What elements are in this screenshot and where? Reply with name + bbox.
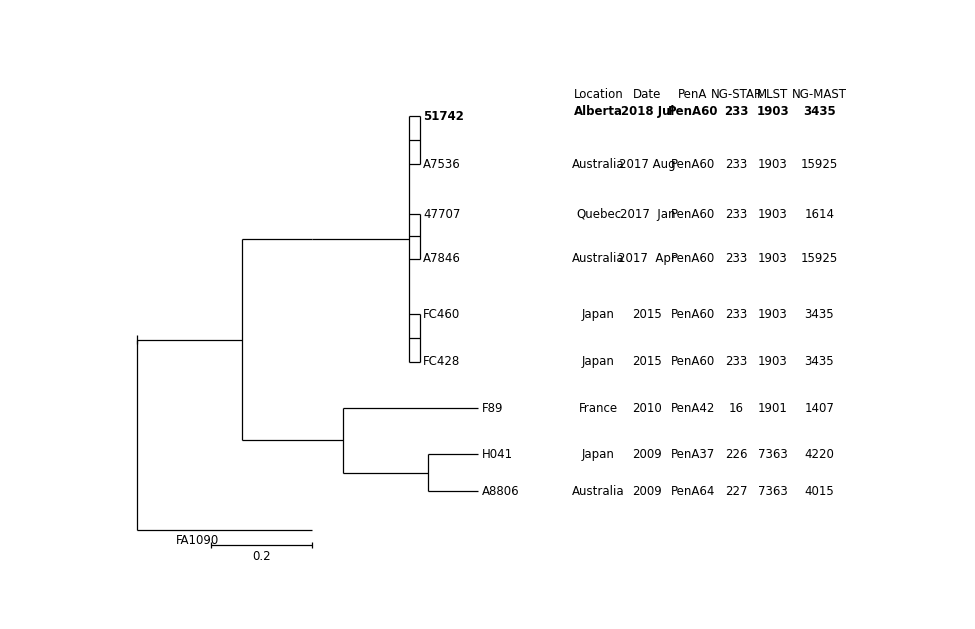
Text: MLST: MLST [758,88,789,101]
Text: PenA64: PenA64 [671,485,716,498]
Text: FC428: FC428 [423,355,460,369]
Text: 233: 233 [725,252,748,265]
Text: Quebec: Quebec [576,208,621,221]
Text: Location: Location [573,88,623,101]
Text: Australia: Australia [572,485,625,498]
Text: PenA60: PenA60 [671,157,716,170]
Text: 0.2: 0.2 [253,550,271,563]
Text: 15925: 15925 [800,157,838,170]
Text: 233: 233 [725,157,748,170]
Text: 1903: 1903 [757,105,789,118]
Text: PenA37: PenA37 [671,448,716,461]
Text: FC460: FC460 [423,308,460,321]
Text: 227: 227 [725,485,748,498]
Text: 2017 Aug: 2017 Aug [619,157,676,170]
Text: 47707: 47707 [423,208,461,221]
Text: 233: 233 [724,105,749,118]
Text: PenA60: PenA60 [671,308,716,321]
Text: A7846: A7846 [423,252,461,265]
Text: 1903: 1903 [758,308,788,321]
Text: 2010: 2010 [633,402,662,415]
Text: 1614: 1614 [804,208,835,221]
Text: 233: 233 [725,308,748,321]
Text: 1903: 1903 [758,252,788,265]
Text: 233: 233 [725,208,748,221]
Text: 7363: 7363 [758,485,788,498]
Text: 2015: 2015 [633,308,662,321]
Text: 2017  Jan: 2017 Jan [619,208,675,221]
Text: 7363: 7363 [758,448,788,461]
Text: Alberta: Alberta [574,105,623,118]
Text: France: France [579,402,618,415]
Text: Australia: Australia [572,157,625,170]
Text: 3435: 3435 [803,105,836,118]
Text: 1903: 1903 [758,355,788,369]
Text: 51742: 51742 [423,110,464,123]
Text: PenA42: PenA42 [671,402,716,415]
Text: NG-STAR: NG-STAR [711,88,762,101]
Text: PenA60: PenA60 [668,105,719,118]
Text: 1407: 1407 [804,402,835,415]
Text: 226: 226 [725,448,748,461]
Text: A7536: A7536 [423,157,461,170]
Text: 3435: 3435 [804,308,835,321]
Text: NG-MAST: NG-MAST [792,88,847,101]
Text: FA1090: FA1090 [176,534,219,547]
Text: PenA60: PenA60 [671,208,716,221]
Text: 1901: 1901 [758,402,788,415]
Text: Japan: Japan [582,308,615,321]
Text: 1903: 1903 [758,208,788,221]
Text: Japan: Japan [582,355,615,369]
Text: Japan: Japan [582,448,615,461]
Text: 2009: 2009 [633,485,662,498]
Text: Date: Date [633,88,661,101]
Text: 2009: 2009 [633,448,662,461]
Text: 2017  Apr: 2017 Apr [618,252,677,265]
Text: A8806: A8806 [482,485,519,498]
Text: PenA: PenA [679,88,708,101]
Text: 233: 233 [725,355,748,369]
Text: PenA60: PenA60 [671,252,716,265]
Text: F89: F89 [482,402,503,415]
Text: 15925: 15925 [800,252,838,265]
Text: 1903: 1903 [758,157,788,170]
Text: 4220: 4220 [804,448,835,461]
Text: 2015: 2015 [633,355,662,369]
Text: PenA60: PenA60 [671,355,716,369]
Text: 16: 16 [729,402,744,415]
Text: H041: H041 [482,448,513,461]
Text: 4015: 4015 [804,485,835,498]
Text: 2018 Jul: 2018 Jul [621,105,674,118]
Text: Australia: Australia [572,252,625,265]
Text: 3435: 3435 [804,355,835,369]
